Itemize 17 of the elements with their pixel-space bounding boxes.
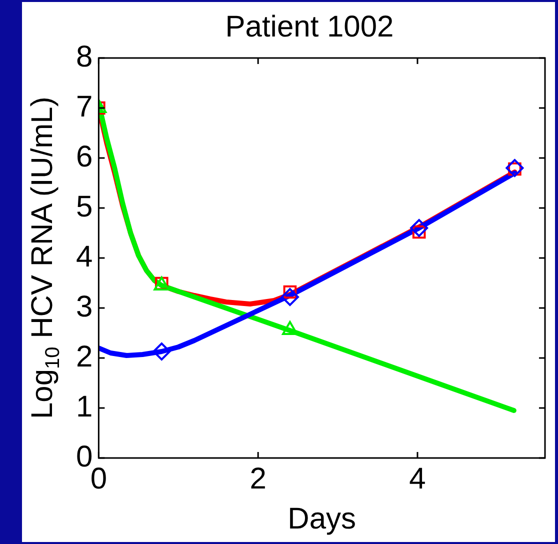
- x-axis-title: Days: [288, 502, 356, 536]
- x-tick-label: 2: [250, 462, 266, 496]
- y-tick-label: 3: [76, 290, 93, 324]
- y-tick-label: 7: [76, 90, 93, 124]
- point: [152, 342, 171, 360]
- y-tick-label: 5: [76, 190, 93, 224]
- x-tick-label: 4: [409, 462, 426, 496]
- chart-title: Patient 1002: [225, 10, 394, 44]
- point: [506, 159, 524, 177]
- y-tick-label: 0: [76, 440, 93, 474]
- y-tick-label: 6: [76, 140, 93, 174]
- point: [280, 288, 299, 306]
- y-tick-label: 4: [76, 240, 93, 274]
- point: [410, 219, 428, 237]
- y-tick-label: 2: [76, 340, 93, 374]
- y-tick-label: 8: [76, 40, 93, 74]
- y-tick-label: 1: [76, 390, 93, 424]
